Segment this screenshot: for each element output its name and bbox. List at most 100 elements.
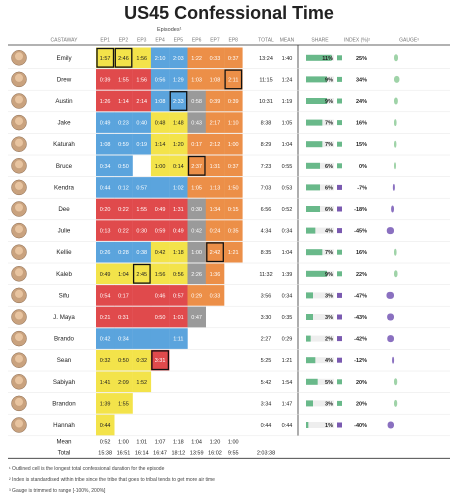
mean-header: MEAN xyxy=(280,38,295,44)
share-track xyxy=(306,378,334,385)
episode-cell xyxy=(96,349,115,371)
mean-value: 1:04 xyxy=(282,142,293,148)
episode-value: 0:22 xyxy=(118,229,129,235)
episode-value: 0:33 xyxy=(210,56,221,62)
episode-value: 3:31 xyxy=(155,358,166,364)
episode-cell xyxy=(169,47,188,69)
share-value: 7% xyxy=(325,142,333,148)
index-value: -7% xyxy=(357,185,367,191)
share-bar xyxy=(306,357,316,364)
episode-value: 1:39 xyxy=(100,401,111,407)
summary-value: 15:38 xyxy=(98,450,112,456)
episode-cell xyxy=(187,155,206,177)
episode-value: 2:11 xyxy=(228,77,238,83)
episode-cell xyxy=(114,69,133,90)
episode-header: EP8 xyxy=(229,38,239,44)
gauge-bar xyxy=(387,421,394,429)
castaway-name: J. Maya xyxy=(53,314,75,321)
share-bar xyxy=(306,206,320,212)
mean-value: 1:21 xyxy=(282,358,293,364)
episode-cell xyxy=(169,285,188,306)
episode-value: 0:32 xyxy=(136,358,147,364)
episode-value: 0:26 xyxy=(100,250,111,256)
episode-cell xyxy=(96,371,115,393)
total-value: 5:42 xyxy=(261,380,272,386)
episode-cell xyxy=(150,285,170,306)
episode-cell xyxy=(114,198,133,220)
episode-cell xyxy=(224,133,243,155)
episode-value: 0:30 xyxy=(136,229,147,235)
total-value: 0:44 xyxy=(261,423,272,429)
episode-value: 0:50 xyxy=(155,315,166,321)
episode-cell xyxy=(114,90,133,112)
share-bar xyxy=(306,335,311,342)
episode-value: 1:13 xyxy=(210,185,221,191)
index-value: -12% xyxy=(354,358,367,364)
episode-value: 1:01 xyxy=(173,315,184,321)
episode-value: 0:50 xyxy=(118,164,129,170)
episode-value: 1:41 xyxy=(100,380,111,386)
episode-value: 2:09 xyxy=(118,380,129,386)
share-header: SHARE xyxy=(311,38,329,44)
summary-value: 13:59 xyxy=(190,450,204,456)
share-track xyxy=(306,400,334,407)
episode-cell xyxy=(205,220,225,241)
share-value: 3% xyxy=(325,401,333,407)
gauge-bar xyxy=(394,119,397,127)
share-value: 6% xyxy=(325,207,333,213)
summary-value: 1:07 xyxy=(155,439,166,445)
episode-cell xyxy=(114,393,133,414)
episode-value: 1:56 xyxy=(136,56,147,62)
index-marker xyxy=(337,141,342,147)
episode-value: 0:13 xyxy=(100,229,111,235)
episode-value: 2:17 xyxy=(210,121,221,127)
episode-value: 1:14 xyxy=(118,99,129,105)
share-bar xyxy=(306,314,313,320)
episode-header: EP1 xyxy=(100,38,110,44)
total-value: 8:29 xyxy=(261,142,272,148)
mean-value: 0:34 xyxy=(282,229,293,235)
episode-value: 2:46 xyxy=(118,56,129,62)
castaway-name: Sifu xyxy=(59,292,70,299)
summary-value: 1:04 xyxy=(191,439,202,445)
episode-value: 0:49 xyxy=(100,272,111,278)
share-value: 4% xyxy=(325,358,333,364)
episode-value: 0:40 xyxy=(136,121,147,127)
episode-cell xyxy=(96,263,115,285)
episode-value: 1:48 xyxy=(173,121,184,127)
footnote-1: ¹ Outlined cell is the longest total con… xyxy=(9,466,165,472)
index-marker xyxy=(337,55,342,61)
share-value: 9% xyxy=(325,77,333,83)
share-value: 5% xyxy=(325,380,333,386)
summary-value: 16:47 xyxy=(153,450,167,456)
index-value: 25% xyxy=(356,56,367,62)
episode-cell xyxy=(150,328,170,349)
episode-cell xyxy=(96,414,115,436)
chart-title: US45 Confessional Time xyxy=(124,3,334,23)
total-value: 10:31 xyxy=(259,99,273,105)
total-value: 13:24 xyxy=(259,56,273,62)
index-marker xyxy=(337,206,342,212)
episode-value: 0:50 xyxy=(118,358,129,364)
share-value: 3% xyxy=(325,293,333,299)
castaway-name: Drew xyxy=(57,76,72,83)
episode-value: 1:00 xyxy=(191,250,202,256)
episode-value: 1:50 xyxy=(228,185,239,191)
episode-value: 0:14 xyxy=(173,164,184,170)
episode-value: 1:34 xyxy=(210,207,221,213)
summary-value: 1:20 xyxy=(210,439,221,445)
index-marker xyxy=(337,249,342,255)
summary-value: 16:02 xyxy=(208,450,222,456)
episode-cell xyxy=(224,198,243,220)
episode-cell xyxy=(187,47,206,69)
episode-value: 0:24 xyxy=(210,229,221,235)
episode-value: 1:00 xyxy=(228,142,239,148)
episode-cell xyxy=(150,241,170,263)
castaway-name: Kellie xyxy=(56,249,72,256)
episode-value: 1:55 xyxy=(118,401,129,407)
episode-value: 0:30 xyxy=(191,207,202,213)
episode-value: 0:49 xyxy=(173,229,184,235)
index-value: -45% xyxy=(354,229,367,235)
episode-cell xyxy=(114,133,133,155)
